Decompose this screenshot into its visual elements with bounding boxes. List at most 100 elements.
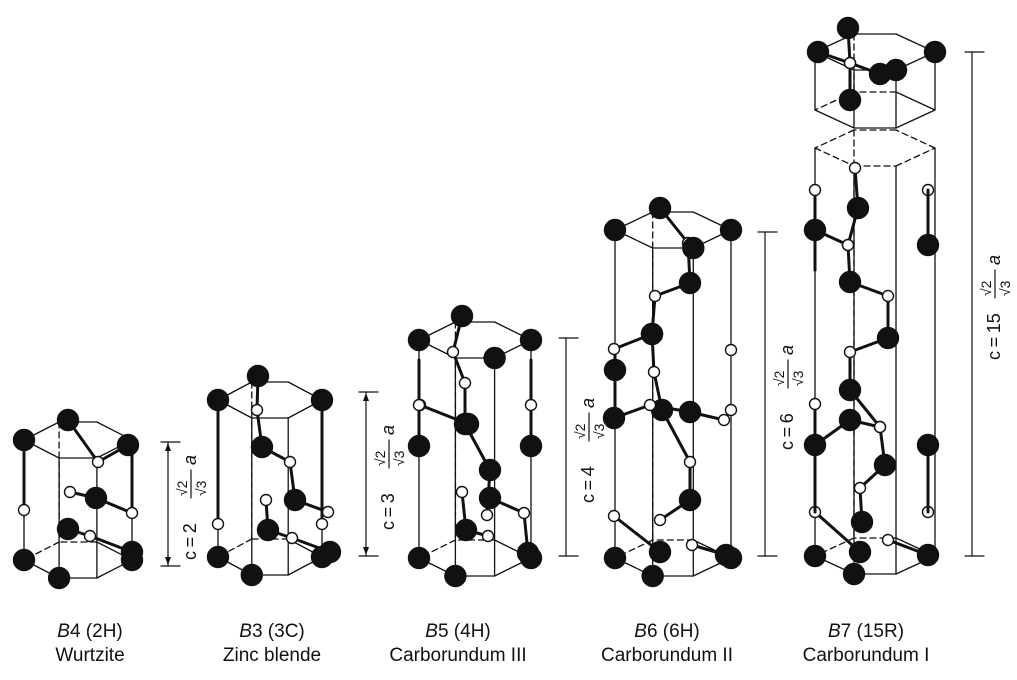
- atom-dark: [850, 510, 874, 534]
- atom-light: [455, 485, 469, 499]
- c-label-a: a: [378, 425, 398, 435]
- atom-dark: [250, 435, 274, 459]
- atom-light: [881, 289, 895, 303]
- atom-dark: [602, 406, 626, 430]
- atom-dark: [407, 546, 431, 570]
- structure-b5: c = 4 √2 √3 a: [407, 304, 607, 588]
- atom-light: [683, 455, 697, 469]
- caption-b3-notation: (3C): [267, 621, 305, 642]
- caption-b6-notation: (6H): [662, 621, 700, 642]
- atom-dark: [838, 408, 862, 432]
- cell-edge: [895, 147, 936, 167]
- c-label-denominator: √3: [391, 450, 407, 466]
- atom-dark: [450, 304, 474, 328]
- caption-b3: B3 (3C) Zinc blende: [172, 620, 372, 668]
- caption-b3-letter: B: [239, 621, 252, 642]
- atom-dark: [454, 518, 478, 542]
- atom-light: [125, 506, 139, 520]
- atom-dark: [84, 486, 108, 510]
- atom-light: [517, 506, 531, 520]
- atom-dark: [876, 326, 900, 350]
- cell-edge: [895, 129, 936, 149]
- c-label-numerator: √2: [372, 450, 388, 466]
- atom-light: [607, 509, 621, 523]
- atom-light: [843, 345, 857, 359]
- atom-dark: [56, 408, 80, 432]
- caption-b3-number: 3: [251, 621, 263, 642]
- atom-dark: [873, 453, 897, 477]
- caption-b5-letter: B: [425, 621, 438, 642]
- atom-dark: [923, 40, 947, 64]
- caption-b5-notation: (4H): [453, 621, 491, 642]
- atom-light: [724, 403, 738, 417]
- c-label-3: c = 6 √2 √3 a: [771, 336, 806, 452]
- atom-dark: [682, 236, 705, 260]
- atom-light: [524, 398, 538, 412]
- atom-dark: [407, 328, 431, 352]
- caption-b5: B5 (4H) Carborundum III: [358, 620, 558, 668]
- atom-dark: [444, 564, 467, 588]
- structure-b6: c = 6 √2 √3 a: [602, 196, 806, 588]
- atom-dark: [256, 518, 280, 542]
- atom-dark: [47, 566, 71, 590]
- c-label-0: c = 2 √2 √3 a: [174, 446, 209, 562]
- cell-edge: [814, 109, 855, 129]
- atom-dark: [120, 548, 144, 572]
- atom-light: [259, 493, 273, 507]
- atom-light: [481, 529, 495, 543]
- c-label-a: a: [777, 345, 797, 355]
- dimension-arrow: [363, 547, 369, 555]
- c-label-denominator: √3: [591, 423, 607, 439]
- atom-light: [315, 517, 329, 531]
- atom-light: [724, 343, 738, 357]
- atom-dark: [806, 40, 830, 64]
- caption-b6-name: Carborundum II: [600, 645, 733, 666]
- atom-light: [653, 513, 667, 527]
- atom-dark: [719, 546, 743, 570]
- cell-edge: [895, 91, 936, 111]
- atom-light: [647, 365, 661, 379]
- atom-dark: [846, 196, 870, 220]
- caption-b4-letter: B: [57, 621, 70, 642]
- atom-dark: [803, 544, 827, 568]
- atom-light: [63, 485, 77, 499]
- atom-dark: [838, 270, 862, 294]
- atom-light: [808, 183, 822, 197]
- atom-light: [250, 403, 264, 417]
- cell-edge: [814, 147, 855, 167]
- caption-b6-letter: B: [634, 621, 647, 642]
- atom-light: [648, 289, 662, 303]
- atom-dark: [678, 271, 702, 295]
- c-label-prefix: c = 15: [984, 313, 1004, 360]
- c-label-numerator: √2: [771, 370, 787, 386]
- atom-dark: [848, 540, 872, 564]
- atom-dark: [206, 388, 230, 412]
- caption-b7-number: 7: [840, 621, 852, 642]
- c-label-a: a: [578, 398, 598, 408]
- atom-dark: [310, 545, 334, 569]
- caption-b4-notation: (2H): [85, 621, 123, 642]
- c-label-numerator: √2: [174, 480, 190, 496]
- c-label-a: a: [984, 255, 1004, 265]
- c-label-prefix: c = 4: [578, 466, 598, 503]
- caption-b6-number: 6: [646, 621, 658, 642]
- atom-dark: [116, 433, 140, 457]
- atom-light: [446, 345, 460, 359]
- atom-dark: [519, 328, 543, 352]
- atom-light: [412, 398, 426, 412]
- dimension-arrow: [165, 557, 171, 565]
- atom-dark: [519, 434, 543, 458]
- caption-b7-name: Carborundum I: [802, 645, 930, 666]
- atom-dark: [648, 196, 672, 220]
- caption-b7-notation: (15R): [856, 621, 905, 642]
- atom-dark: [842, 562, 866, 586]
- atom-light: [848, 161, 862, 175]
- atom-dark: [916, 543, 940, 567]
- atom-dark: [719, 218, 743, 242]
- atom-dark: [206, 545, 230, 569]
- atom-dark: [483, 346, 506, 370]
- cell-edge: [814, 129, 855, 149]
- atom-dark: [640, 322, 664, 346]
- atom-light: [458, 376, 472, 390]
